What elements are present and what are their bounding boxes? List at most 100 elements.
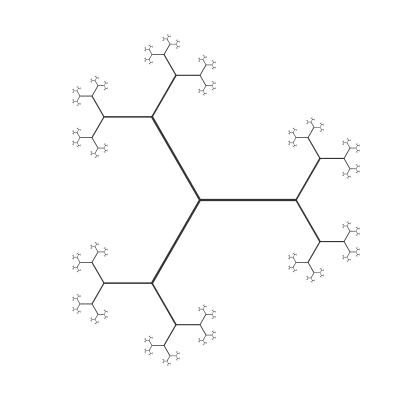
branch-segment-level-6 [343, 255, 345, 258]
branch-segment-level-6 [73, 266, 75, 268]
branch-segment-level-3 [343, 147, 351, 159]
branch-segment-level-6 [95, 242, 97, 245]
branch-segment-level-5 [355, 230, 358, 234]
branch-segment-level-6 [145, 350, 147, 353]
branch-segment-level-6 [212, 316, 214, 319]
branch-segment-level-6 [104, 254, 106, 257]
branch-segment-level-4 [346, 168, 351, 175]
branch-segment-level-4 [346, 225, 351, 232]
branch-segment-level-5 [76, 308, 79, 312]
branch-segment-level-5 [202, 306, 205, 310]
branch-segment-level-4 [148, 340, 153, 346]
branch-segment-level-5 [76, 254, 79, 258]
branch-segment-level-6 [73, 89, 75, 92]
branch-segment-level-3 [163, 345, 171, 357]
branch-segment-level-4 [310, 272, 315, 279]
branch-segment-level-5 [355, 168, 358, 172]
branch-segment-level-6 [356, 227, 358, 229]
branch-segment-level-6 [289, 142, 291, 145]
branch-segment-level-6 [320, 129, 322, 132]
branch-segment-level-3 [343, 158, 351, 170]
branch-segment-level-2 [163, 324, 177, 347]
branch-segment-level-6 [176, 358, 178, 361]
branch-segment-level-4 [76, 95, 81, 102]
branch-segment-level-5 [346, 140, 349, 144]
branch-segment-level-4 [202, 334, 207, 341]
branch-segment-level-2 [91, 116, 105, 139]
branch-segment-level-5 [76, 142, 79, 146]
branch-segment-level-6 [356, 254, 358, 257]
branch-segment-level-4 [148, 49, 153, 55]
branch-segment-level-5 [211, 334, 214, 338]
branch-segment-level-5 [211, 85, 214, 89]
branch-segment-level-6 [289, 256, 291, 259]
branch-segment-level-4 [148, 54, 153, 60]
branch-segment-level-6 [356, 247, 358, 250]
branch-segment-level-3 [91, 85, 99, 97]
branch-segment-level-6 [77, 86, 79, 89]
branch-segment-level-6 [163, 38, 165, 41]
branch-segment-level-4 [202, 59, 207, 66]
branch-segment-level-6 [73, 297, 75, 299]
branch-segment-level-4 [310, 121, 315, 128]
branch-segment-level-3 [91, 137, 99, 149]
branch-segment-level-6 [145, 340, 147, 342]
branch-segment-level-6 [104, 88, 106, 90]
branch-segment-level-6 [91, 246, 93, 249]
branch-segment-level-6 [293, 269, 295, 272]
branch-segment-level-6 [73, 101, 75, 103]
branch-segment-level-1 [151, 282, 177, 326]
branch-segment-level-6 [289, 267, 291, 270]
branch-segment-level-6 [145, 338, 147, 341]
branch-segment-level-6 [343, 172, 345, 175]
branch-segment-level-6 [73, 307, 75, 310]
branch-segment-level-4 [292, 262, 297, 268]
branch-segment-level-1 [151, 74, 177, 118]
branch-segment-level-6 [73, 132, 75, 134]
branch-segment-level-5 [319, 127, 322, 131]
branch-segment-level-6 [77, 128, 79, 131]
branch-segment-level-6 [145, 49, 147, 51]
branch-segment-level-5 [355, 251, 358, 255]
branch-segment-level-6 [307, 121, 309, 124]
branch-segment-level-5 [103, 82, 106, 86]
branch-segment-level-6 [293, 128, 295, 131]
branch-segment-level-5 [76, 129, 79, 133]
branch-segment-level-3 [199, 64, 207, 76]
branch-segment-level-0 [150, 115, 202, 202]
branch-segment-level-6 [203, 55, 205, 58]
branch-segment-level-5 [103, 249, 106, 253]
branch-segment-level-5 [319, 124, 322, 128]
branch-segment-level-4 [166, 355, 171, 362]
branch-segment-level-5 [355, 166, 358, 170]
branch-segment-level-6 [73, 308, 75, 311]
branch-segment-level-5 [292, 129, 295, 133]
branch-segment-level-6 [104, 247, 106, 250]
branch-segment-level-6 [212, 330, 214, 333]
branch-segment-level-5 [211, 314, 214, 318]
branch-segment-level-6 [95, 321, 97, 324]
branch-segment-level-4 [94, 314, 99, 320]
branch-segment-level-6 [289, 130, 291, 133]
branch-segment-level-6 [145, 349, 147, 351]
branch-segment-level-5 [310, 277, 313, 281]
branch-segment-level-6 [343, 225, 345, 228]
branch-segment-level-6 [212, 67, 214, 70]
branch-segment-level-6 [212, 81, 214, 84]
branch-segment-level-4 [76, 90, 81, 97]
branch-segment-level-6 [199, 340, 201, 342]
branch-segment-level-6 [212, 310, 214, 312]
branch-segment-level-6 [311, 117, 313, 120]
branch-segment-level-6 [91, 317, 93, 320]
branch-segment-level-6 [73, 256, 75, 259]
branch-segment-level-6 [91, 80, 93, 83]
branch-segment-level-5 [346, 256, 349, 260]
branch-segment-level-6 [149, 62, 151, 64]
branch-segment-level-5 [211, 332, 214, 336]
branch-segment-level-6 [199, 308, 201, 311]
branch-segment-level-6 [163, 37, 165, 40]
branch-segment-level-6 [347, 259, 349, 262]
branch-segment-level-5 [202, 56, 205, 60]
branch-segment-level-6 [73, 255, 75, 258]
